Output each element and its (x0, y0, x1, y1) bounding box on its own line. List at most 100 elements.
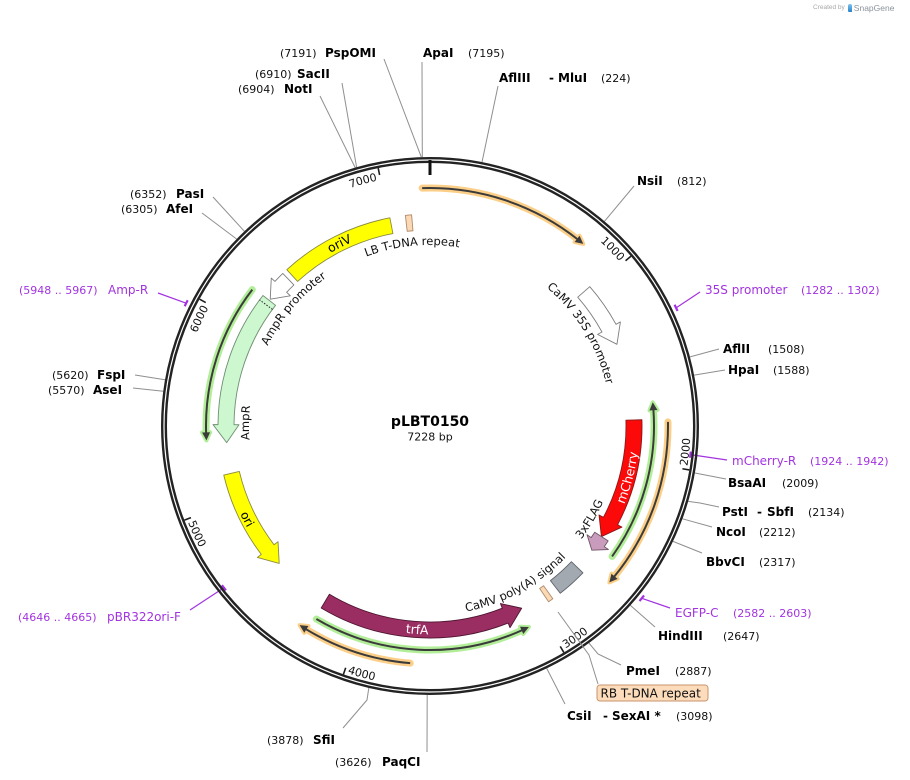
enzyme-site-csii-sexai[interactable]: CsiI SexAI *- (3098) (546, 668, 713, 723)
orf-arrow-orange[interactable] (297, 623, 414, 667)
enzyme-name[interactable]: ApaI (423, 46, 453, 60)
enzyme-name[interactable]: AseI (93, 383, 122, 397)
enzyme-name[interactable]: MluI (558, 71, 587, 85)
primer-binding-mark[interactable] (183, 299, 189, 307)
primer-leader-line (675, 291, 701, 309)
feature-rb-t-dna-repeat[interactable] (539, 585, 554, 603)
enzyme-site-sfii[interactable]: SfiI (3878) (267, 687, 370, 747)
enzyme-site-bsaai[interactable]: BsaAI (2009) (694, 472, 819, 490)
orf-halo (418, 184, 582, 244)
callout-box[interactable] (596, 684, 709, 702)
feature-label-lb-t-dna-repeat-text[interactable]: LB T-DNA repeat (362, 234, 461, 259)
enzyme-site-bbvci[interactable]: BbvCI (2317) (672, 540, 796, 569)
enzyme-name[interactable]: CsiI (567, 709, 592, 723)
enzyme-site-afei[interactable]: AfeI (6305) (121, 202, 237, 240)
enzyme-name[interactable]: NsiI (637, 174, 663, 188)
feature-lb-t-dna-repeat[interactable] (404, 214, 414, 232)
enzyme-site-afliii-mlui[interactable]: AflIII MluI- (224) (481, 71, 631, 163)
orf-line[interactable] (612, 421, 669, 579)
orf-line[interactable] (315, 618, 524, 651)
enzyme-site-fspi[interactable]: FspI (5620) (52, 368, 166, 382)
primer-name[interactable]: Amp-R (108, 283, 148, 297)
feature-label-mcherry[interactable]: mCherry (613, 450, 641, 505)
primer-leader-line (641, 597, 671, 609)
orf-arrow-orange[interactable] (418, 184, 586, 246)
enzyme-name[interactable]: SfiI (313, 733, 335, 747)
primer-name[interactable]: 35S promoter (705, 283, 787, 297)
enzyme-name[interactable]: BsaAI (728, 476, 766, 490)
enzyme-site-psti-sbfi[interactable]: PstI SbfI- (2134) (688, 500, 845, 519)
enzyme-site-asei[interactable]: AseI (5570) (48, 383, 164, 397)
enzyme-site-apai[interactable]: ApaI (7195) (421, 46, 505, 158)
enzyme-name[interactable]: PspOMI (325, 46, 376, 60)
feature-oriv[interactable] (286, 217, 394, 282)
orf-arrow-orange[interactable] (607, 418, 672, 585)
enzyme-name[interactable]: HpaI (728, 363, 759, 377)
feature-label-trfa-text[interactable]: trfA (405, 621, 429, 637)
feature-callout-rb-t-dna-repeat[interactable]: RB T-DNA repeat (557, 611, 709, 702)
enzyme-site-noti[interactable]: NotI (6904) (238, 82, 356, 168)
orf-arrow-green[interactable] (312, 615, 531, 654)
primer-mcherry-r[interactable]: mCherry-R (1924 .. 1942) (688, 451, 889, 468)
feature-label-mcherry-text[interactable]: mCherry (613, 450, 641, 505)
enzyme-name[interactable]: SacII (297, 67, 330, 81)
enzyme-name[interactable]: HindIII (658, 629, 703, 643)
credit-prefix: Created by (813, 4, 845, 11)
feature-label-trfa[interactable]: trfA (405, 621, 429, 637)
orf-line[interactable] (611, 408, 655, 558)
primer-name[interactable]: pBR322ori-F (107, 610, 181, 624)
enzyme-name[interactable]: PaqCI (382, 755, 420, 769)
orf-line[interactable] (304, 627, 411, 665)
feature-3xflag[interactable] (586, 531, 609, 551)
feature-label-ori[interactable]: ori (237, 509, 256, 529)
enzyme-site-pmei[interactable]: PmeI (2887) (588, 642, 712, 678)
feature-camv-35s-promoter[interactable] (577, 286, 621, 345)
primer-name[interactable]: mCherry-R (732, 454, 796, 468)
enzyme-name[interactable]: AflII (723, 342, 750, 356)
enzyme-site-paqci[interactable]: PaqCI (3626) (335, 694, 428, 769)
enzyme-name[interactable]: BbvCI (706, 555, 745, 569)
enzyme-name[interactable]: AfeI (166, 202, 193, 216)
feature-label-ampr[interactable]: AmpR (238, 405, 253, 441)
enzyme-name[interactable]: NotI (284, 82, 313, 96)
primer-pbr322ori-f[interactable]: pBR322ori-F (4646 .. 4665) (18, 584, 227, 624)
enzyme-site-aflii[interactable]: AflII (1508) (689, 342, 805, 358)
enzyme-site-hindiii[interactable]: HindIII (2647) (630, 605, 760, 643)
primer-binding-mark[interactable] (638, 594, 645, 602)
primer-name[interactable]: EGFP-C (675, 606, 718, 620)
primer-egfp-c[interactable]: EGFP-C (2582 .. 2603) (638, 594, 812, 620)
primer-binding-mark[interactable] (688, 451, 692, 458)
enzyme-name[interactable]: PstI (722, 505, 748, 519)
primer-binding-mark[interactable] (221, 584, 227, 591)
enzyme-name[interactable]: PmeI (626, 664, 660, 678)
orf-line[interactable] (205, 289, 254, 435)
enzyme-site-pasi[interactable]: PasI (6352) (130, 187, 245, 232)
callout-label[interactable]: RB T-DNA repeat (601, 687, 702, 701)
feature-ori[interactable] (223, 470, 280, 564)
enzyme-name[interactable]: SexAI * (612, 709, 661, 723)
feature-mcherry[interactable] (598, 419, 643, 538)
feature-camv-poly-a-signal[interactable] (549, 561, 584, 594)
primer-35s-promoter[interactable]: 35S promoter (1282 .. 1302) (673, 283, 880, 312)
orf-line[interactable] (422, 187, 579, 241)
enzyme-name[interactable]: PasI (176, 187, 204, 201)
enzyme-site-sacii[interactable]: SacII (6910) (255, 67, 358, 168)
feature-label-ampr-text[interactable]: AmpR (238, 405, 253, 441)
enzyme-name[interactable]: SbfI (767, 505, 794, 519)
primer-amp-r[interactable]: Amp-R (5948 .. 5967) (19, 283, 189, 307)
enzyme-site-nsii[interactable]: NsiI (812) (604, 174, 707, 222)
feature-ampr[interactable] (212, 295, 276, 444)
feature-ampr-promoter[interactable] (269, 273, 295, 300)
feature-trfa[interactable] (320, 593, 523, 639)
orf-arrow-green[interactable] (200, 286, 256, 443)
feature-label-ori-text[interactable]: ori (237, 509, 256, 529)
enzyme-name[interactable]: NcoI (716, 525, 746, 539)
orf-arrow-green[interactable] (608, 400, 660, 560)
enzyme-site-pspomi[interactable]: PspOMI (7191) (280, 46, 422, 158)
enzyme-name[interactable]: AflIII (499, 71, 531, 85)
feature-label-lb-t-dna-repeat[interactable]: LB T-DNA repeat (362, 234, 461, 259)
enzyme-site-hpai[interactable]: HpaI (1588) (694, 363, 810, 377)
enzyme-name[interactable]: FspI (97, 368, 125, 382)
orf-arrowhead-icon (520, 626, 529, 635)
enzyme-site-ncoi[interactable]: NcoI (2212) (682, 518, 796, 539)
